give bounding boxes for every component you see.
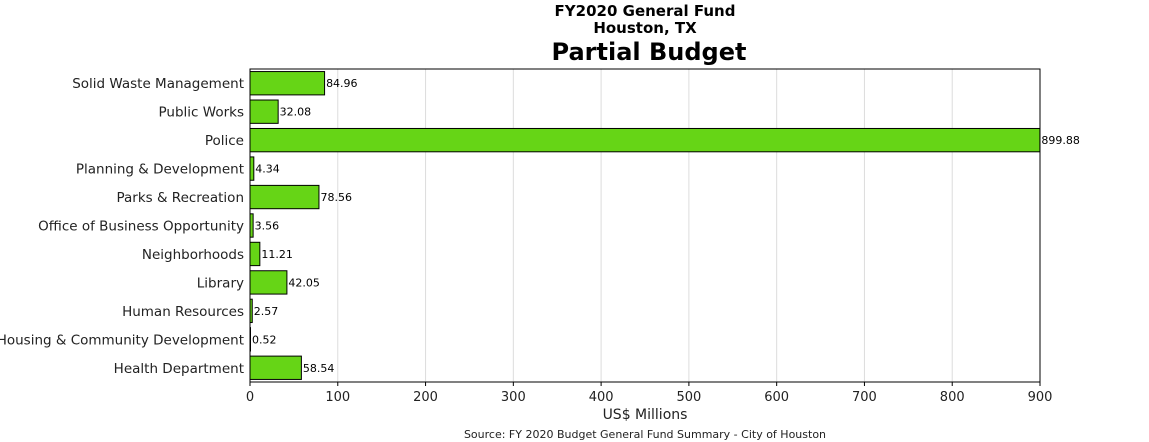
data-label: 32.08 — [280, 106, 312, 119]
data-label: 58.54 — [303, 362, 335, 375]
y-axis-category-labels: Solid Waste Management Public Works Police… — [0, 76, 244, 377]
bar — [249, 99, 279, 124]
category-label: Police — [205, 133, 244, 149]
data-label: 11.21 — [261, 248, 293, 261]
x-axis-ticks: 0 100 200 300 400 500 600 700 800 900 — [246, 382, 1053, 405]
category-label: Public Works — [159, 105, 244, 121]
chart-suptitle-line1: FY2020 General Fund — [555, 2, 736, 20]
bar — [249, 355, 302, 380]
chart-suptitle-line2: Houston, TX — [593, 19, 697, 37]
category-label: Parks & Recreation — [116, 190, 244, 206]
x-tick-label: 100 — [325, 390, 350, 405]
data-label: 3.56 — [255, 220, 279, 233]
x-tick-label: 0 — [246, 390, 254, 405]
x-tick-label: 600 — [764, 390, 789, 405]
x-tick-label: 900 — [1028, 390, 1053, 405]
data-labels: 84.96 32.08 899.88 4.34 78.56 3.56 11.21 42.05 2… — [252, 77, 1080, 375]
category-label: Office of Business Opportunity — [38, 219, 244, 235]
data-label: 899.88 — [1041, 134, 1080, 147]
bar — [249, 184, 320, 210]
data-label: 42.05 — [288, 276, 320, 289]
bars — [249, 71, 1041, 380]
x-tick-label: 400 — [589, 390, 614, 405]
bar — [249, 127, 1041, 153]
x-tick-label: 200 — [413, 390, 438, 405]
data-label: 0.52 — [252, 333, 277, 346]
category-label: Human Resources — [122, 304, 244, 320]
category-label: Neighborhoods — [142, 247, 244, 263]
category-label: Health Department — [114, 361, 244, 377]
data-label: 78.56 — [320, 191, 352, 204]
data-label: 2.57 — [254, 305, 279, 318]
x-axis-title: US$ Millions — [603, 407, 688, 423]
data-label: 4.34 — [255, 163, 280, 176]
category-label: Housing & Community Development — [0, 332, 244, 348]
x-tick-label: 300 — [501, 390, 526, 405]
bar — [249, 156, 255, 181]
data-label: 84.96 — [326, 77, 358, 90]
x-tick-label: 800 — [940, 390, 965, 405]
x-tick-label: 500 — [676, 390, 701, 405]
category-label: Planning & Development — [76, 162, 244, 178]
category-label: Solid Waste Management — [72, 76, 244, 92]
plot-area-frame — [249, 68, 1041, 383]
bar — [249, 241, 261, 267]
bar — [249, 71, 326, 96]
x-tick-label: 700 — [852, 390, 877, 405]
source-note: Source: FY 2020 Budget General Fund Summ… — [464, 428, 826, 441]
bar — [249, 270, 288, 295]
chart-title: Partial Budget — [552, 38, 747, 66]
gridlines — [337, 69, 953, 382]
category-label: Library — [197, 275, 244, 291]
